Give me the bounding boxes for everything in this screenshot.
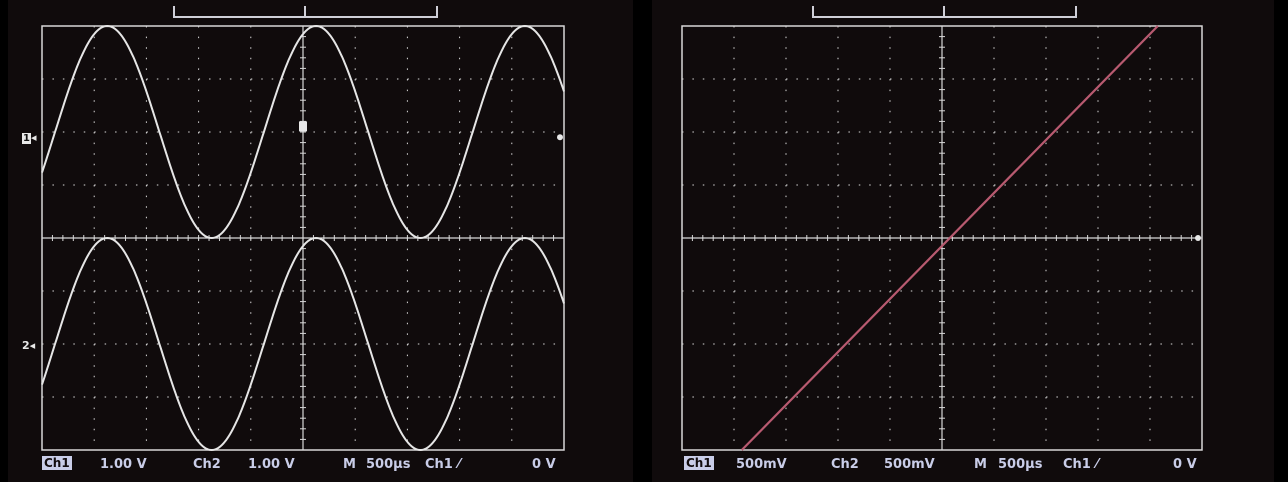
readout-bar-right: Ch1 500mV Ch2 500mV M 500µs Ch1 ⁄ 0 V	[652, 454, 1274, 476]
ch2-label: Ch2	[831, 457, 859, 472]
top-tab-right	[304, 6, 438, 18]
ch2-scale: 500mV	[884, 457, 935, 472]
trigger-source: Ch1	[425, 457, 453, 472]
yt-plot	[41, 24, 565, 452]
trigger-level: 0 V	[1173, 457, 1197, 472]
ch2-label: Ch2	[193, 457, 221, 472]
ch1-ground-marker: 1◂	[22, 131, 37, 144]
ch1-scale: 1.00 V	[100, 457, 147, 472]
ch2-scale: 1.00 V	[248, 457, 295, 472]
timebase-label: M	[343, 457, 356, 472]
xy-trace	[741, 25, 1159, 451]
graticule	[681, 25, 1203, 451]
trigger-level-marker	[1195, 235, 1201, 241]
trigger-slope-icon: ⁄	[458, 457, 461, 472]
graticule	[41, 25, 565, 451]
ch1-label: Ch1	[684, 456, 714, 470]
trace-ch1	[41, 24, 565, 240]
readout-bar-left: Ch1 1.00 V Ch2 1.00 V M 500µs Ch1 ⁄ 0 V	[8, 454, 633, 476]
top-tab-right	[943, 6, 1077, 18]
ch2-ground-marker: 2◂	[22, 339, 36, 352]
timebase-label: M	[974, 457, 987, 472]
trigger-position-marker	[299, 121, 307, 132]
xy-plot	[681, 25, 1203, 451]
trigger-source: Ch1	[1063, 457, 1091, 472]
trigger-level: 0 V	[532, 457, 556, 472]
ch1-scale: 500mV	[736, 457, 787, 472]
scope-screen-xy: Ch1 500mV Ch2 500mV M 500µs Ch1 ⁄ 0 V	[652, 0, 1274, 482]
scope-screen-yt: 1◂ 2◂ Ch1 1.00 V Ch2 1.00 V M 500µs Ch1 …	[8, 0, 633, 482]
ch1-label: Ch1	[42, 456, 72, 470]
trigger-slope-icon: ⁄	[1096, 457, 1099, 472]
trace-ch2	[41, 236, 565, 452]
timebase-value: 500µs	[998, 457, 1043, 472]
trigger-level-marker	[557, 134, 563, 141]
timebase-value: 500µs	[366, 457, 411, 472]
